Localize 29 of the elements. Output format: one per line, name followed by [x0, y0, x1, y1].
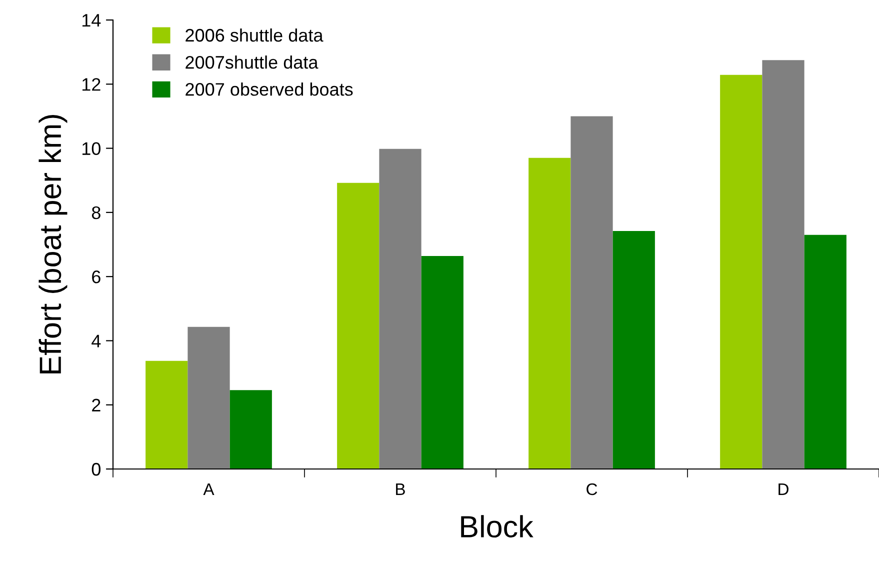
bar — [337, 182, 380, 469]
bar — [720, 74, 762, 469]
y-tick-label: 12 — [82, 78, 100, 91]
bar — [762, 60, 804, 469]
bar — [230, 390, 272, 469]
x-axis-title: Block — [461, 515, 534, 538]
bar — [804, 234, 846, 469]
bar — [612, 231, 655, 469]
x-tick-label: A — [203, 484, 214, 495]
bar — [570, 116, 613, 469]
y-tick-label: 8 — [92, 206, 100, 220]
y-tick-label: 4 — [92, 334, 101, 348]
bar — [188, 326, 230, 469]
bar — [379, 148, 422, 469]
y-tick-label: 6 — [92, 270, 100, 284]
bar — [528, 158, 571, 469]
y-tick-label: 2 — [92, 398, 100, 412]
x-tick-label: C — [586, 483, 598, 496]
legend-label: 2007shuttle data — [186, 55, 318, 69]
y-tick-label: 14 — [82, 14, 101, 27]
y-tick-label: 10 — [82, 142, 100, 156]
bar — [146, 360, 188, 469]
bar — [421, 256, 464, 469]
x-tick-label: D — [778, 484, 788, 495]
legend-label: 2007 observed boats — [186, 82, 353, 96]
legend-label: 2006 shuttle data — [186, 28, 324, 42]
y-tick-label: 0 — [92, 462, 100, 476]
y-axis-title: Effort (boat per km) — [38, 115, 68, 374]
x-tick-label: B — [396, 484, 405, 495]
